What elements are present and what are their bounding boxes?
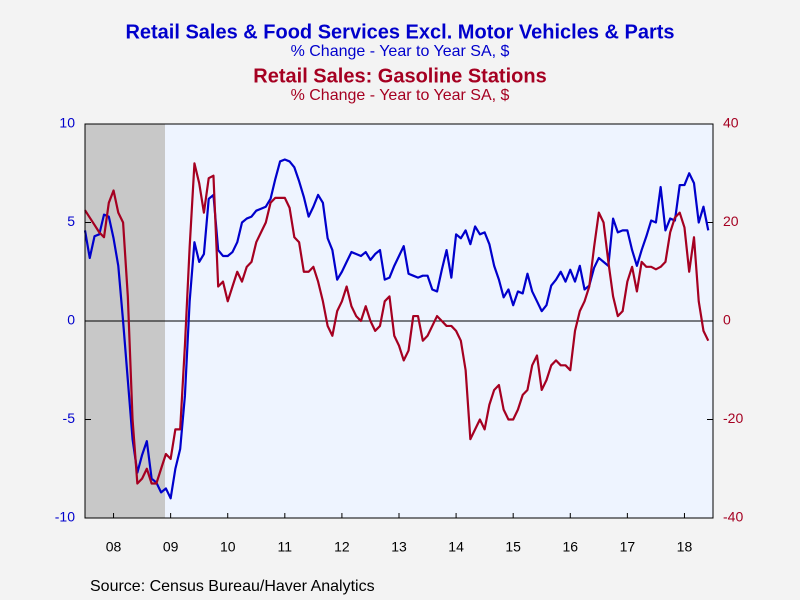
y2-tick-label: -20 <box>723 410 743 426</box>
x-tick-label: 13 <box>391 539 407 555</box>
y2-tick-label: 20 <box>723 213 739 229</box>
chart-subtitle-2: % Change - Year to Year SA, $ <box>291 87 510 104</box>
chart-subtitle: % Change - Year to Year SA, $ <box>291 43 510 60</box>
y-tick-label: -5 <box>63 410 76 426</box>
y-tick-label: 10 <box>59 115 75 131</box>
source: Source: Census Bureau/Haver Analytics <box>90 578 375 595</box>
y-tick-label: -10 <box>55 509 75 525</box>
x-tick-label: 09 <box>163 539 179 555</box>
y2-tick-label: 0 <box>723 312 731 328</box>
x-tick-label: 11 <box>278 539 293 555</box>
x-tick-label: 17 <box>620 539 636 555</box>
x-tick-label: 10 <box>220 539 236 555</box>
y-tick-label: 5 <box>67 213 75 229</box>
x-tick-label: 08 <box>106 539 122 555</box>
series-line <box>83 158 710 500</box>
x-tick-label: 14 <box>448 539 464 555</box>
y2-tick-label: -40 <box>723 509 743 525</box>
x-tick-label: 18 <box>677 539 693 555</box>
chart-title: Retail Sales & Food Services Excl. Motor… <box>125 21 674 43</box>
x-tick-label: 12 <box>334 539 350 555</box>
x-tick-label: 15 <box>505 539 521 555</box>
y2-tick-label: 40 <box>723 115 739 131</box>
series-line <box>84 162 710 485</box>
x-tick-label: 16 <box>562 539 578 555</box>
y-tick-label: 0 <box>67 312 75 328</box>
plot-frame <box>84 123 714 519</box>
chart-title-2: Retail Sales: Gasoline Stations <box>253 65 546 87</box>
